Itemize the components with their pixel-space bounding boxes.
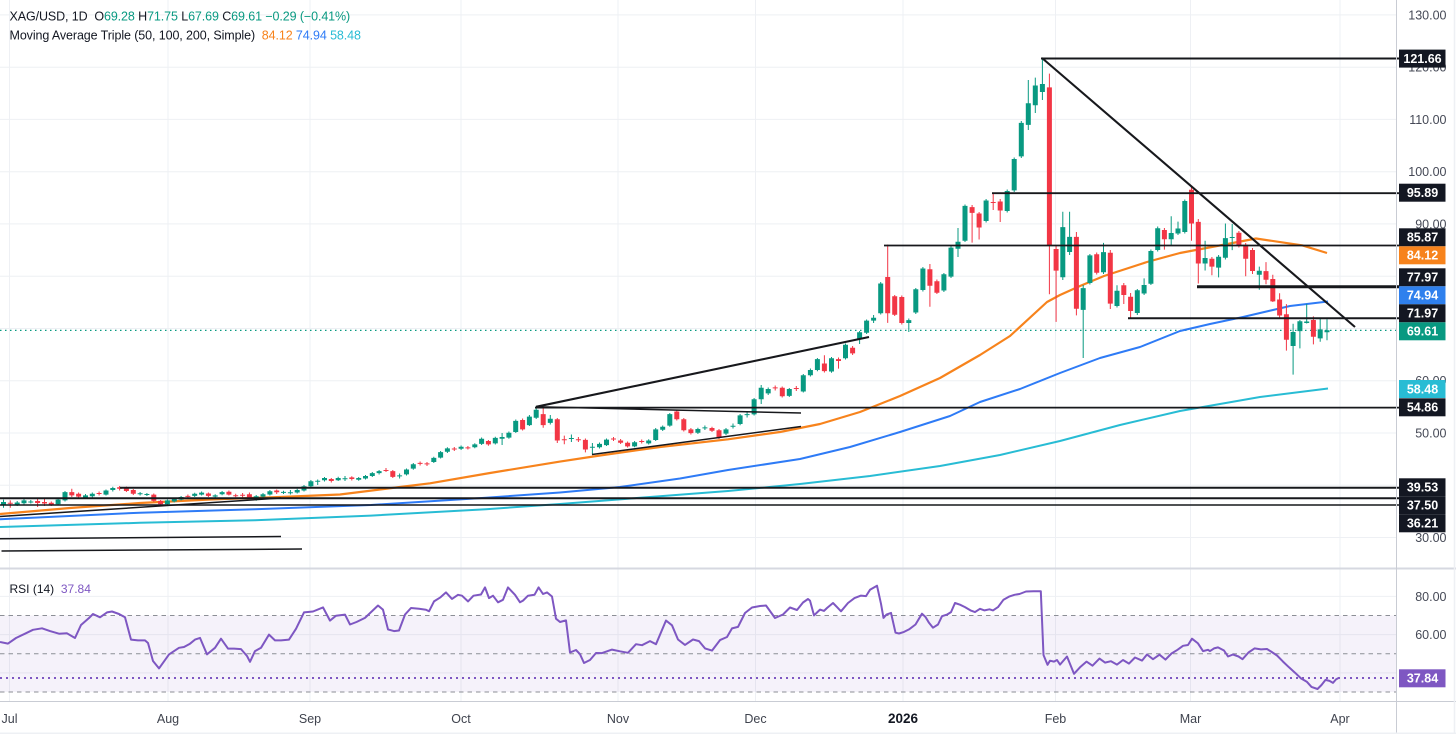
svg-text:50.00: 50.00 xyxy=(1415,426,1446,440)
svg-text:37.84: 37.84 xyxy=(1407,672,1438,686)
svg-text:54.86: 54.86 xyxy=(1407,401,1438,415)
svg-text:100.00: 100.00 xyxy=(1408,165,1446,179)
svg-text:Sep: Sep xyxy=(299,712,321,726)
svg-text:69.61: 69.61 xyxy=(1407,325,1438,339)
svg-text:110.00: 110.00 xyxy=(1409,113,1446,127)
svg-text:121.66: 121.66 xyxy=(1403,52,1441,66)
svg-text:84.12: 84.12 xyxy=(1407,249,1438,263)
svg-text:Apr: Apr xyxy=(1330,712,1349,726)
svg-text:Mar: Mar xyxy=(1180,712,1202,726)
svg-text:2026: 2026 xyxy=(888,711,919,726)
svg-text:Jul: Jul xyxy=(2,712,18,726)
svg-text:39.53: 39.53 xyxy=(1407,481,1438,495)
svg-text:130.00: 130.00 xyxy=(1408,8,1446,22)
svg-text:71.97: 71.97 xyxy=(1407,307,1438,321)
svg-text:74.94: 74.94 xyxy=(1407,289,1438,303)
svg-text:90.00: 90.00 xyxy=(1415,217,1446,231)
svg-text:30.00: 30.00 xyxy=(1415,531,1446,545)
svg-text:37.50: 37.50 xyxy=(1407,499,1438,513)
svg-text:RSI (14) 37.84: RSI (14) 37.84 xyxy=(10,582,92,596)
svg-text:XAG/USD, 1D O69.28 H71.75 L67: XAG/USD, 1D O69.28 H71.75 L67.69 C69.61 … xyxy=(10,10,351,24)
svg-text:36.21: 36.21 xyxy=(1407,517,1438,531)
svg-text:Dec: Dec xyxy=(744,712,766,726)
svg-text:Oct: Oct xyxy=(451,712,471,726)
svg-text:Feb: Feb xyxy=(1045,712,1067,726)
svg-text:60.00: 60.00 xyxy=(1415,628,1446,642)
svg-text:Nov: Nov xyxy=(607,712,630,726)
svg-text:Moving Average Triple (50, 100: Moving Average Triple (50, 100, 200, Sim… xyxy=(10,29,362,43)
svg-text:95.89: 95.89 xyxy=(1407,186,1438,200)
svg-text:77.97: 77.97 xyxy=(1407,271,1438,285)
svg-text:80.00: 80.00 xyxy=(1415,590,1446,604)
svg-text:85.87: 85.87 xyxy=(1407,231,1438,245)
svg-text:58.48: 58.48 xyxy=(1407,382,1438,396)
svg-text:Aug: Aug xyxy=(157,712,179,726)
